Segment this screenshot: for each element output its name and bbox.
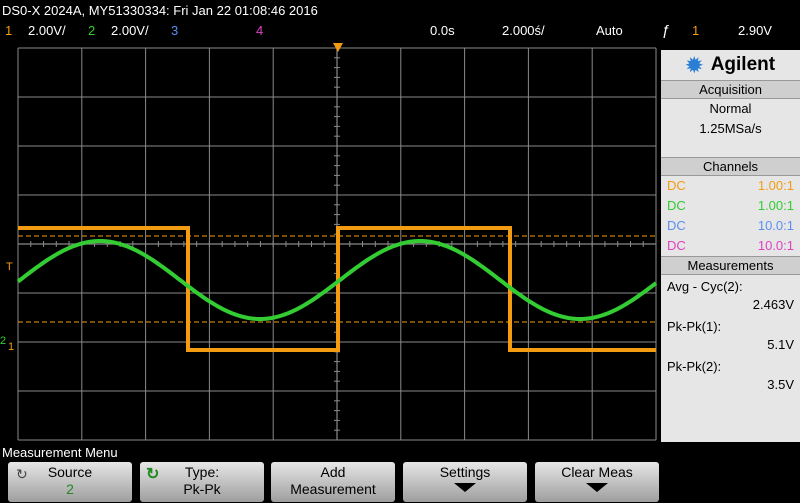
channels-title: Channels xyxy=(661,157,800,176)
settings-softkey[interactable]: Settings xyxy=(403,462,527,502)
acquisition-title: Acquisition xyxy=(661,80,800,99)
meas-label-pkpk1: Pk-Pk(1): xyxy=(667,319,722,334)
meas-label-avg: Avg - Cyc(2): xyxy=(667,279,743,294)
meas-value-pkpk1: 5.1V xyxy=(767,337,794,352)
measurements-title: Measurements xyxy=(661,256,800,275)
time-scale[interactable]: 2.000ś/ xyxy=(502,23,545,38)
clear-meas-softkey-label: Clear Meas xyxy=(561,464,633,480)
ch4-number[interactable]: 4 xyxy=(256,23,264,38)
ch1-coupling: DC xyxy=(667,178,686,193)
ch1-number[interactable]: 1 xyxy=(5,23,13,38)
type-softkey-value: Pk-Pk xyxy=(183,481,221,497)
title-bar: DS0-X 2024A, MY51330334: Fri Jan 22 01:0… xyxy=(0,0,800,22)
status-bar: 1 2.00V/ 2 2.00V/ 3 4 0.0s 2.000ś/ Auto … xyxy=(0,22,800,40)
ch3-number[interactable]: 3 xyxy=(171,23,179,38)
window-title: DS0-X 2024A, MY51330334: Fri Jan 22 01:0… xyxy=(2,3,318,18)
brand-logo: ✹ Agilent xyxy=(661,50,800,80)
ch2-coupling: DC xyxy=(667,198,686,213)
ch2-waveform xyxy=(16,239,658,321)
brand-name: Agilent xyxy=(710,54,776,75)
agilent-spark-icon: ✹ xyxy=(685,54,703,77)
submenu-arrow-icon xyxy=(454,483,476,492)
channel-row-4[interactable]: DC 10.0:1 xyxy=(661,236,800,256)
ch2-ground-marker: 2 xyxy=(0,335,6,347)
ch3-coupling: DC xyxy=(667,218,686,233)
add-measurement-line2: Measurement xyxy=(290,481,376,497)
ch3-probe-ratio: 10.0:1 xyxy=(757,218,794,233)
acquisition-mode: Normal xyxy=(709,101,752,116)
add-measurement-softkey[interactable]: Add Measurement xyxy=(271,462,395,502)
source-softkey-value: 2 xyxy=(66,481,74,497)
ch4-probe-ratio: 10.0:1 xyxy=(757,238,794,253)
type-softkey[interactable]: ↻ Type: Pk-Pk xyxy=(140,462,264,502)
acquisition-rate: 1.25MSa/s xyxy=(699,121,762,136)
type-softkey-label: Type: xyxy=(184,464,220,480)
ch1-scale[interactable]: 2.00V/ xyxy=(28,23,66,38)
time-offset[interactable]: 0.0s xyxy=(430,23,455,38)
rotate-knob-icon: ↻ xyxy=(146,466,160,483)
meas-value-avg: 2.463V xyxy=(752,297,794,312)
side-panel: ✹ Agilent Acquisition Normal 1.25MSa/s C… xyxy=(661,50,800,442)
trigger-position-marker xyxy=(333,43,343,52)
waveform-svg: T 2 1 xyxy=(0,43,658,441)
trigger-source[interactable]: 1 xyxy=(692,23,700,38)
meas-label-pkpk2: Pk-Pk(2): xyxy=(667,359,722,374)
trigger-mode[interactable]: Auto xyxy=(596,23,623,38)
ch1-waveform xyxy=(18,226,656,352)
trigger-level-marker: T xyxy=(6,261,13,273)
waveform-display[interactable]: T 2 1 xyxy=(0,40,660,444)
trigger-level[interactable]: 2.90V xyxy=(738,23,772,38)
source-softkey[interactable]: ↻ Source 2 xyxy=(8,462,132,502)
ch1-ground-marker: 1 xyxy=(8,341,14,353)
ch2-probe-ratio: 1.00:1 xyxy=(757,198,794,213)
submenu-arrow-icon xyxy=(586,483,608,492)
channel-row-3[interactable]: DC 10.0:1 xyxy=(661,216,800,236)
measurement-list: Avg - Cyc(2): 2.463V Pk-Pk(1): 5.1V Pk-P… xyxy=(661,275,800,399)
meas-value-pkpk2: 3.5V xyxy=(767,377,794,392)
add-measurement-line1: Add xyxy=(320,464,346,480)
ch1-probe-ratio: 1.00:1 xyxy=(757,178,794,193)
channel-row-2[interactable]: DC 1.00:1 xyxy=(661,196,800,216)
ch2-number[interactable]: 2 xyxy=(88,23,96,38)
channel-row-1[interactable]: DC 1.00:1 xyxy=(661,176,800,196)
ch4-coupling: DC xyxy=(667,238,686,253)
settings-softkey-label: Settings xyxy=(439,464,491,480)
rotate-knob-icon: ↻ xyxy=(16,466,28,482)
menu-label: Measurement Menu xyxy=(2,445,118,460)
ch2-scale[interactable]: 2.00V/ xyxy=(111,23,149,38)
clear-meas-softkey[interactable]: Clear Meas xyxy=(535,462,659,502)
trigger-edge-icon: ƒ xyxy=(662,22,671,39)
source-softkey-label: Source xyxy=(47,464,93,480)
